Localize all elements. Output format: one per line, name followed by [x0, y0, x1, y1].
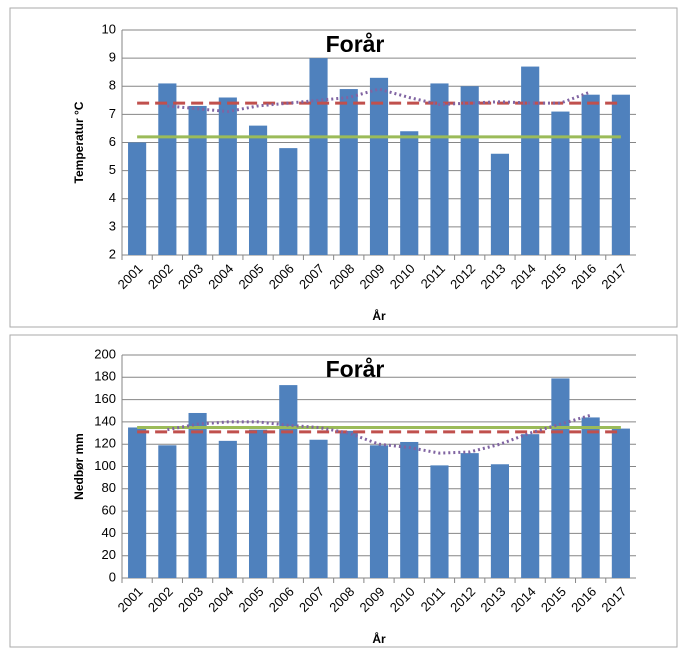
chart-title: Forår	[326, 356, 385, 382]
x-axis-label: År	[372, 631, 386, 646]
y-tick-label: 60	[102, 503, 116, 518]
y-tick-label: 5	[109, 162, 116, 177]
bar	[188, 105, 207, 255]
bar	[460, 86, 479, 255]
bar	[369, 445, 389, 578]
chart-title: Forår	[326, 31, 385, 57]
bar	[309, 58, 328, 255]
bar	[490, 153, 510, 255]
y-axis-label: Temperatur °C	[72, 101, 86, 183]
bar	[248, 429, 268, 578]
bar	[158, 83, 177, 255]
y-tick-label: 3	[109, 218, 116, 233]
bar	[581, 417, 600, 578]
bar	[248, 125, 268, 255]
bar	[430, 465, 449, 578]
bar	[279, 148, 298, 255]
bar	[128, 427, 147, 578]
y-axis-label: Nedbør mm	[72, 433, 86, 500]
bar	[339, 430, 358, 578]
bar	[521, 66, 540, 255]
bar	[490, 464, 510, 578]
bar	[521, 434, 540, 578]
y-tick-label: 9	[109, 50, 116, 65]
bar	[460, 453, 479, 578]
y-tick-label: 6	[109, 134, 116, 149]
bar	[128, 142, 147, 255]
y-tick-label: 180	[94, 369, 116, 384]
bar	[400, 131, 419, 255]
y-tick-label: 200	[94, 346, 116, 361]
y-tick-label: 20	[102, 547, 116, 562]
bar	[551, 111, 570, 255]
bar	[218, 440, 237, 578]
bar	[611, 94, 630, 255]
bar	[581, 94, 600, 255]
line	[167, 87, 592, 114]
bar	[551, 378, 570, 578]
y-tick-label: 10	[102, 21, 116, 36]
y-tick-label: 120	[94, 436, 116, 451]
y-tick-label: 0	[109, 569, 116, 584]
line	[167, 413, 592, 455]
y-tick-label: 40	[102, 525, 116, 540]
x-axis-label: År	[372, 308, 386, 323]
bar	[188, 412, 207, 578]
y-tick-label: 7	[109, 106, 116, 121]
bar	[309, 439, 328, 578]
y-tick-label: 4	[109, 190, 116, 205]
bar	[339, 89, 358, 255]
y-tick-label: 100	[94, 458, 116, 473]
bar	[158, 445, 177, 578]
bar	[611, 428, 630, 578]
bar	[279, 385, 298, 578]
y-tick-label: 80	[102, 480, 116, 495]
y-tick-label: 140	[94, 413, 116, 428]
y-tick-label: 2	[109, 246, 116, 261]
bar	[400, 441, 419, 578]
bar	[218, 97, 237, 255]
bar	[430, 83, 449, 255]
y-tick-label: 160	[94, 391, 116, 406]
bar	[369, 77, 389, 255]
y-tick-label: 8	[109, 78, 116, 93]
